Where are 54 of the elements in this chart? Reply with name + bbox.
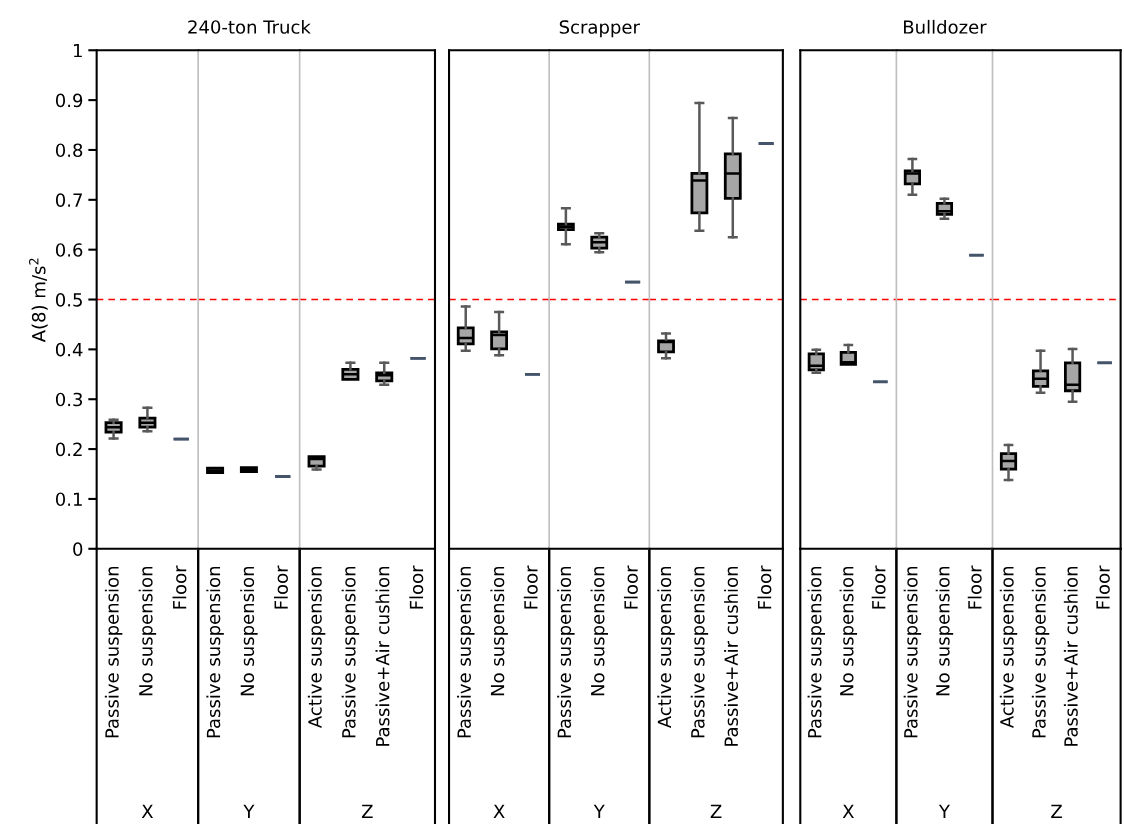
x-axis-title: Z bbox=[361, 804, 373, 818]
x-axis-title: Y bbox=[593, 804, 605, 818]
x-tick-label: Active suspension bbox=[657, 566, 675, 729]
x-tick-label: Floor bbox=[1095, 565, 1110, 609]
x-tick-label: Passive+Air cushion bbox=[375, 566, 390, 746]
y-tick-label: 0.4 bbox=[55, 342, 83, 357]
chart-title: 240-ton Truck bbox=[188, 19, 311, 34]
chart-title: Bulldozer bbox=[904, 19, 987, 34]
x-tick-label: Passive suspension bbox=[807, 566, 826, 738]
x-tick-label: Passive suspension bbox=[206, 566, 224, 738]
y-tick-label: 0 bbox=[73, 542, 83, 556]
y-tick-label: 0.5 bbox=[55, 292, 82, 307]
x-tick-label: Passive suspension bbox=[341, 566, 360, 738]
x-tick-label: Passive suspension bbox=[1031, 566, 1050, 738]
chart-title: Scrapper bbox=[559, 20, 640, 38]
x-tick-label: Passive+Air cushion bbox=[1063, 566, 1078, 746]
x-tick-label: Active suspension bbox=[999, 566, 1018, 729]
x-axis-title: Y bbox=[938, 804, 950, 818]
x-tick-label: Floor bbox=[409, 565, 424, 609]
x-tick-label: Passive suspension bbox=[903, 566, 922, 738]
y-tick-label: 0.3 bbox=[55, 392, 83, 407]
x-tick-label: Passive suspension bbox=[690, 566, 709, 738]
x-axis-title: Y bbox=[243, 804, 255, 818]
x-axis-title: X bbox=[141, 804, 154, 818]
x-tick-label: Floor bbox=[967, 565, 982, 609]
x-tick-label: No suspension bbox=[935, 566, 954, 696]
y-tick-label: 1 bbox=[73, 43, 82, 58]
x-tick-label: Passive suspension bbox=[456, 566, 475, 738]
y-axis-title: A(8) m/s$^{2}$ bbox=[29, 258, 48, 343]
x-tick-label: Passive suspension bbox=[557, 566, 575, 738]
x-tick-label: Floor bbox=[172, 565, 187, 609]
y-tick-label: 0.7 bbox=[55, 193, 82, 207]
x-axis-title: X bbox=[493, 804, 505, 818]
y-tick-label: 0.6 bbox=[55, 243, 83, 257]
x-tick-label: Passive+Air cushion bbox=[724, 566, 739, 746]
x-tick-label: Floor bbox=[871, 565, 886, 609]
x-tick-label: No suspension bbox=[839, 566, 858, 696]
x-tick-label: Floor bbox=[523, 565, 538, 609]
x-tick-label: Floor bbox=[623, 565, 638, 609]
x-axis-title: Z bbox=[710, 804, 722, 818]
x-tick-label: Passive suspension bbox=[104, 566, 123, 738]
x-tick-label: Floor bbox=[274, 565, 288, 609]
x-tick-label: No suspension bbox=[490, 566, 508, 696]
y-tick-label: 0.2 bbox=[55, 442, 82, 457]
x-tick-label: Floor bbox=[757, 565, 772, 609]
x-tick-label: No suspension bbox=[138, 566, 157, 696]
y-tick-label: 0.8 bbox=[55, 143, 83, 158]
x-axis-title: X bbox=[842, 804, 854, 818]
x-axis-title: Z bbox=[1051, 804, 1062, 818]
x-tick-label: No suspension bbox=[590, 566, 608, 696]
x-tick-label: Active suspension bbox=[307, 566, 326, 729]
x-tick-label: No suspension bbox=[240, 566, 258, 696]
y-tick-label: 0.9 bbox=[55, 93, 83, 108]
y-tick-label: 0.1 bbox=[55, 492, 82, 507]
